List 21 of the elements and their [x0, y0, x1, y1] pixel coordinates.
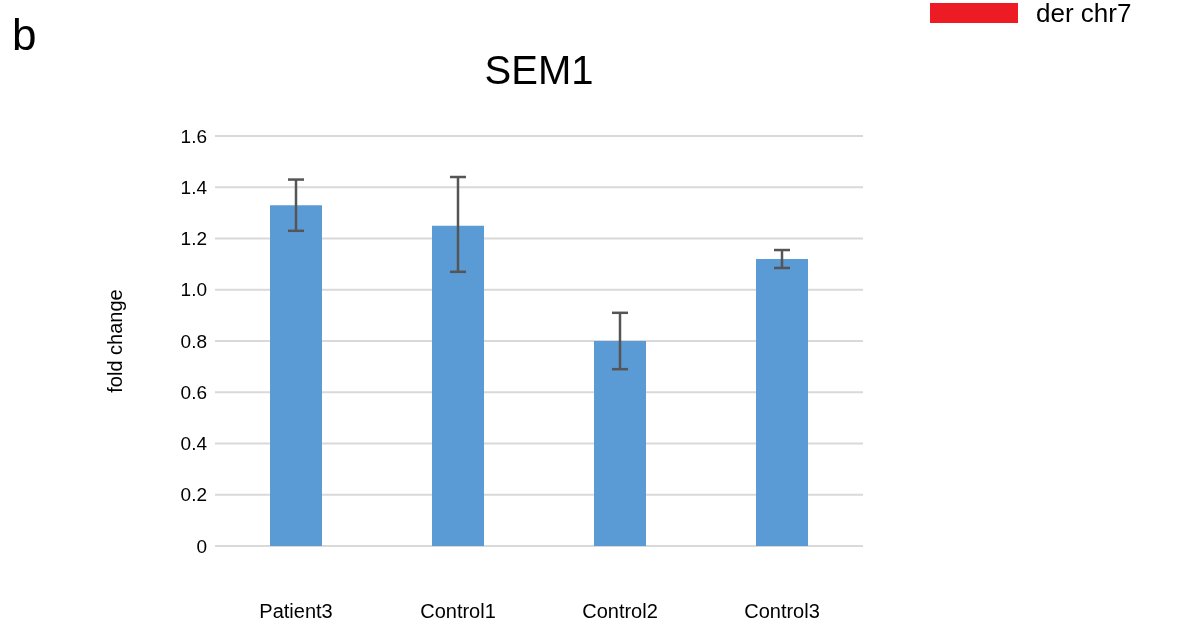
x-tick-label: Control2 [582, 600, 658, 623]
bar [270, 205, 322, 546]
y-tick-label: 1.0 [180, 279, 207, 301]
text: der chr7 [1036, 0, 1132, 28]
bar [594, 341, 646, 546]
y-tick-label: 0 [196, 535, 207, 557]
y-tick-label: 0.2 [180, 484, 207, 506]
y-axis-title: fold change [104, 289, 127, 393]
chart-title: SEM1 [483, 48, 595, 93]
y-tick-label: 1.6 [180, 125, 207, 147]
y-tick-label: 0.8 [180, 330, 207, 352]
bar [756, 259, 808, 546]
x-tick-label: Patient3 [259, 600, 333, 623]
y-tick-label: 1.4 [180, 176, 208, 198]
x-tick-label: Control1 [420, 600, 496, 623]
bar [432, 225, 484, 546]
y-tick-label: 1.2 [180, 228, 207, 250]
text: b [12, 10, 37, 60]
x-tick-label: Control3 [744, 600, 820, 623]
y-tick-label: 0.6 [180, 381, 207, 403]
y-tick-label: 0.4 [180, 433, 208, 455]
